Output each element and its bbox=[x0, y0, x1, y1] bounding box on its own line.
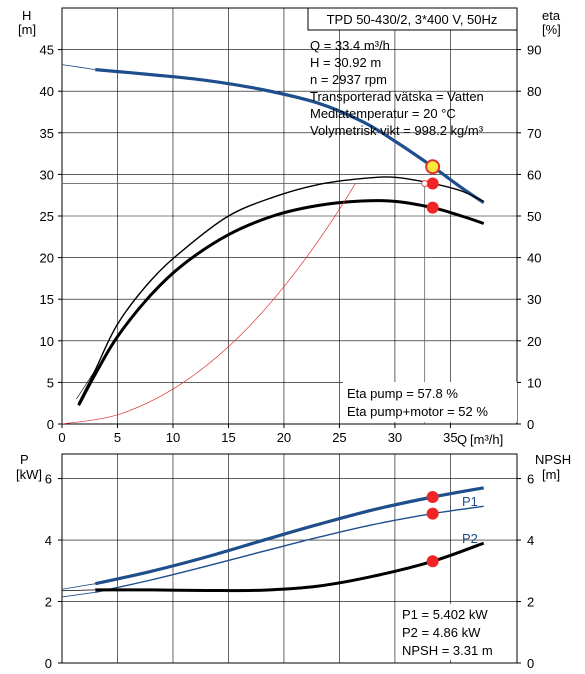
info-h: H = 30.92 m bbox=[310, 55, 381, 70]
p1-series-label: P1 bbox=[462, 494, 478, 509]
p-tick-label: 0 bbox=[45, 656, 52, 671]
h-tick-label: 30 bbox=[40, 167, 54, 182]
bottom-plot-frame bbox=[61, 453, 518, 664]
eta-tick-label: 60 bbox=[527, 167, 541, 182]
p-tick-label: 4 bbox=[45, 533, 52, 548]
p2-series-label: P2 bbox=[462, 531, 478, 546]
eta-total-text: Eta pump+motor = 52 % bbox=[347, 404, 488, 419]
npsh-tick-label: 4 bbox=[527, 533, 534, 548]
q-tick-label: 35 bbox=[443, 430, 457, 445]
q-tick-label: 20 bbox=[277, 430, 291, 445]
info-block: Q = 33.4 m³/h H = 30.92 m n = 2937 rpm T… bbox=[310, 38, 484, 138]
P1-line bbox=[94, 486, 484, 586]
bottom-grid bbox=[58, 454, 521, 664]
eta-tick-label: 70 bbox=[527, 126, 541, 141]
info-density: Volymetrisk vikt = 998.2 kg/m³ bbox=[310, 123, 484, 138]
power-point-marker bbox=[426, 490, 439, 503]
eta-axis-unit: [%] bbox=[542, 22, 561, 37]
top-ticks: 0 5 10 15 20 25 30 35 40 45 0 10 20 30 40 50 60 70 80 90 0 5 1… bbox=[40, 43, 542, 445]
p-tick-label: 6 bbox=[45, 472, 52, 487]
eta-tick-label: 80 bbox=[527, 84, 541, 99]
h-tick-label: 20 bbox=[40, 251, 54, 266]
npsh-axis-unit: [m] bbox=[542, 467, 560, 482]
h-tick-label: 45 bbox=[40, 43, 54, 58]
bottom-series bbox=[61, 486, 485, 598]
NPSH-line bbox=[95, 541, 485, 593]
operating-point-marker bbox=[425, 159, 441, 175]
top-markers bbox=[421, 159, 441, 214]
chart-title: TPD 50-430/2, 3*400 V, 50Hz bbox=[327, 12, 498, 27]
h-axis-unit: [m] bbox=[18, 22, 36, 37]
H-line bbox=[95, 68, 485, 205]
eta-tick-label: 10 bbox=[527, 375, 541, 390]
npsh-tick-label: 0 bbox=[527, 656, 534, 671]
info-fluid: Transporterad vätska = Vatten bbox=[310, 89, 484, 104]
npsh-tick-label: 2 bbox=[527, 595, 534, 610]
eta-tick-label: 40 bbox=[527, 251, 541, 266]
h-tick-label: 25 bbox=[40, 209, 54, 224]
info-p1: P1 = 5.402 kW bbox=[402, 607, 488, 622]
title-box bbox=[307, 7, 518, 31]
info-p2: P2 = 4.86 kW bbox=[402, 625, 481, 640]
q-tick-label: 15 bbox=[221, 430, 235, 445]
h-tick-label: 10 bbox=[40, 334, 54, 349]
power-point-marker bbox=[426, 507, 439, 520]
q-tick-label: 0 bbox=[58, 430, 65, 445]
h-tick-label: 15 bbox=[40, 292, 54, 307]
h-tick-label: 35 bbox=[40, 126, 54, 141]
eta-point-marker bbox=[426, 177, 439, 190]
system-intersection-marker bbox=[421, 180, 429, 187]
eta-tick-label: 0 bbox=[527, 417, 534, 432]
eta-tail-thin bbox=[76, 369, 96, 400]
h-tick-label: 40 bbox=[40, 84, 54, 99]
p-axis-label: P bbox=[20, 452, 29, 467]
eta-point-marker bbox=[426, 201, 439, 214]
q-tick-label: 10 bbox=[166, 430, 180, 445]
info-temp: Mediatemperatur = 20 °C bbox=[310, 106, 456, 121]
system-curve-line bbox=[62, 183, 356, 424]
p-axis-unit: [kW] bbox=[16, 467, 42, 482]
P1-tail bbox=[61, 583, 96, 590]
p-tick-label: 2 bbox=[45, 595, 52, 610]
eta-tick-label: 90 bbox=[527, 43, 541, 58]
bottom-ticks: 0 2 4 6 0 2 4 6 bbox=[45, 472, 534, 671]
info-n: n = 2937 rpm bbox=[310, 72, 387, 87]
eta-tick-label: 50 bbox=[527, 209, 541, 224]
eta-pump-text: Eta pump = 57.8 % bbox=[347, 386, 458, 401]
eta-axis-label: eta bbox=[542, 8, 561, 23]
NPSH-tail bbox=[61, 589, 96, 592]
q-axis-label: Q bbox=[457, 432, 467, 447]
H-ext-line bbox=[61, 64, 96, 70]
h-tick-label: 0 bbox=[47, 417, 54, 432]
P2-tail bbox=[61, 591, 96, 598]
h-tick-label: 5 bbox=[47, 375, 54, 390]
npsh-axis-label: NPSH bbox=[535, 452, 571, 467]
P2-line bbox=[95, 505, 484, 593]
q-tick-label: 30 bbox=[388, 430, 402, 445]
eta-tick-label: 30 bbox=[527, 292, 541, 307]
q-tick-label: 25 bbox=[332, 430, 346, 445]
h-axis-label: H bbox=[22, 8, 31, 23]
bottom-markers bbox=[426, 490, 439, 568]
q-tick-label: 5 bbox=[114, 430, 121, 445]
eta-total-line bbox=[77, 199, 485, 407]
info-npsh: NPSH = 3.31 m bbox=[402, 643, 493, 658]
q-axis-unit: [m³/h] bbox=[470, 432, 503, 447]
npsh-tick-label: 6 bbox=[527, 472, 534, 487]
eta-tick-label: 20 bbox=[527, 334, 541, 349]
info-q: Q = 33.4 m³/h bbox=[310, 38, 390, 53]
power-point-marker bbox=[426, 555, 439, 568]
